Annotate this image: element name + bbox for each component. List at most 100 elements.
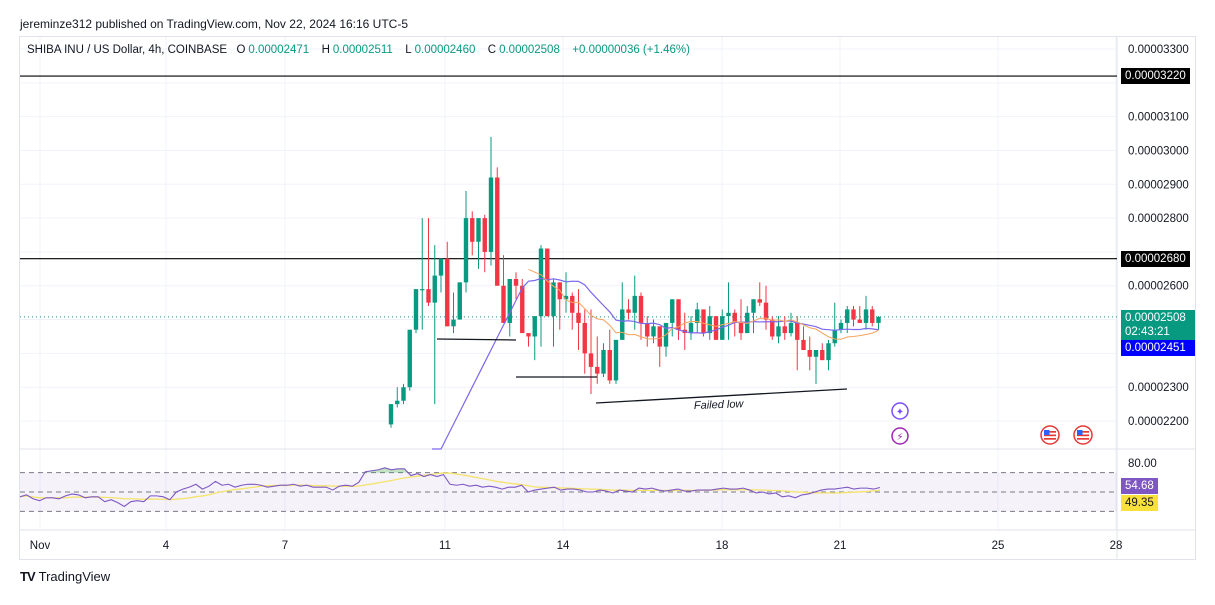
candle (745, 312, 750, 334)
brand-label: TradingView (38, 569, 111, 584)
candle (595, 366, 600, 374)
candle (757, 299, 762, 303)
candle (763, 302, 769, 320)
candle (570, 295, 575, 313)
candle (457, 282, 462, 320)
candle (532, 316, 537, 337)
svg-text:⚡: ⚡ (896, 432, 903, 443)
tradingview-brand[interactable]: TV TradingView (20, 569, 110, 584)
time-tick: Nov (30, 540, 51, 552)
rsi-value-tag: 54.68 (1121, 478, 1158, 494)
candle (551, 282, 556, 317)
price-tick: 0.00003300 (1128, 44, 1189, 56)
time-tick: 4 (163, 540, 170, 552)
price-tick: 0.00002600 (1128, 281, 1189, 293)
candle (826, 343, 831, 361)
publisher-line: jereminze312 published on TradingView.co… (20, 17, 409, 31)
candle (607, 349, 612, 381)
rsi-line (19, 467, 881, 508)
candle (713, 316, 719, 340)
sparkle-icon[interactable]: ✦ (891, 402, 909, 420)
time-tick: 28 (1110, 540, 1123, 552)
time-tick: 18 (716, 540, 729, 552)
symbol-title[interactable]: SHIBA INU / US Dollar, 4h, COINBASE (27, 44, 228, 56)
price-tick: 0.00003000 (1128, 145, 1189, 157)
candle (420, 289, 425, 291)
chart-frame (19, 36, 1196, 560)
candle (451, 319, 456, 327)
candle (545, 248, 550, 317)
lightning-icon[interactable]: ⚡ (891, 427, 909, 445)
time-tick: 7 (282, 540, 288, 552)
candle (820, 349, 825, 361)
candle (501, 285, 506, 323)
change-value: +0.00000036 (+1.46%) (572, 44, 690, 56)
candle (870, 309, 875, 323)
candle (838, 322, 844, 330)
candle (488, 177, 494, 252)
low-value: 0.00002460 (414, 44, 476, 56)
candle (788, 322, 794, 334)
us-economic-event-icon[interactable] (1073, 425, 1093, 445)
candle (563, 295, 569, 300)
candle (832, 329, 837, 344)
candle (576, 312, 581, 323)
us-economic-event-icon[interactable] (1040, 425, 1060, 445)
level-tag-upper: 0.00003220 (1121, 68, 1190, 85)
candle (676, 299, 681, 330)
time-tick: 14 (557, 540, 570, 552)
rsi-tick: 80.00 (1128, 458, 1157, 470)
candle (738, 322, 744, 334)
time-tick: 25 (992, 540, 1005, 552)
candle (813, 349, 819, 357)
candle (601, 349, 606, 374)
candle (395, 400, 400, 405)
level-tag-lower: 0.00002680 (1121, 250, 1190, 267)
candle (588, 353, 594, 367)
candle (720, 316, 725, 340)
candle (513, 278, 519, 286)
candle (670, 299, 675, 323)
candle (632, 295, 637, 313)
candle (688, 322, 694, 334)
candle (782, 326, 787, 334)
candle (613, 339, 619, 381)
candle (657, 326, 662, 347)
support-line-1[interactable] (436, 338, 517, 341)
close-value: 0.00002508 (499, 44, 560, 56)
price-tick: 0.00002200 (1128, 416, 1189, 428)
time-tick: 21 (834, 540, 847, 552)
candle (863, 309, 869, 323)
rsi-ma-value-tag: 49.35 (1121, 495, 1158, 511)
candle (538, 248, 544, 317)
tradingview-logo-icon: TV (20, 569, 36, 584)
candle (701, 309, 706, 334)
candle (470, 218, 475, 242)
candle (857, 319, 862, 323)
failed-low-trendline[interactable] (595, 388, 848, 404)
candle (726, 312, 731, 317)
price-tick: 0.00003100 (1128, 112, 1189, 124)
failed-low-label: Failed low (694, 398, 745, 412)
candle (432, 275, 437, 303)
candle (770, 319, 775, 337)
candle (413, 289, 419, 330)
open-value: 0.00002471 (248, 44, 310, 56)
candle (626, 309, 631, 313)
price-tick: 0.00002800 (1128, 213, 1189, 225)
high-value: 0.00002511 (332, 44, 393, 56)
ma-slow-line (528, 268, 879, 340)
candle (638, 295, 644, 323)
last-price-tag: 0.00002508 02:43:21 (1121, 310, 1195, 340)
rsi-ma-line (19, 472, 881, 501)
candle (876, 316, 881, 323)
price-tick: 0.00002300 (1128, 382, 1189, 394)
candle (651, 326, 656, 337)
candle (520, 285, 525, 334)
candle (388, 404, 394, 425)
ma-value-tag: 0.00002451 (1121, 340, 1195, 356)
svg-text:✦: ✦ (896, 407, 904, 418)
candle (445, 258, 450, 327)
candle (507, 278, 512, 323)
